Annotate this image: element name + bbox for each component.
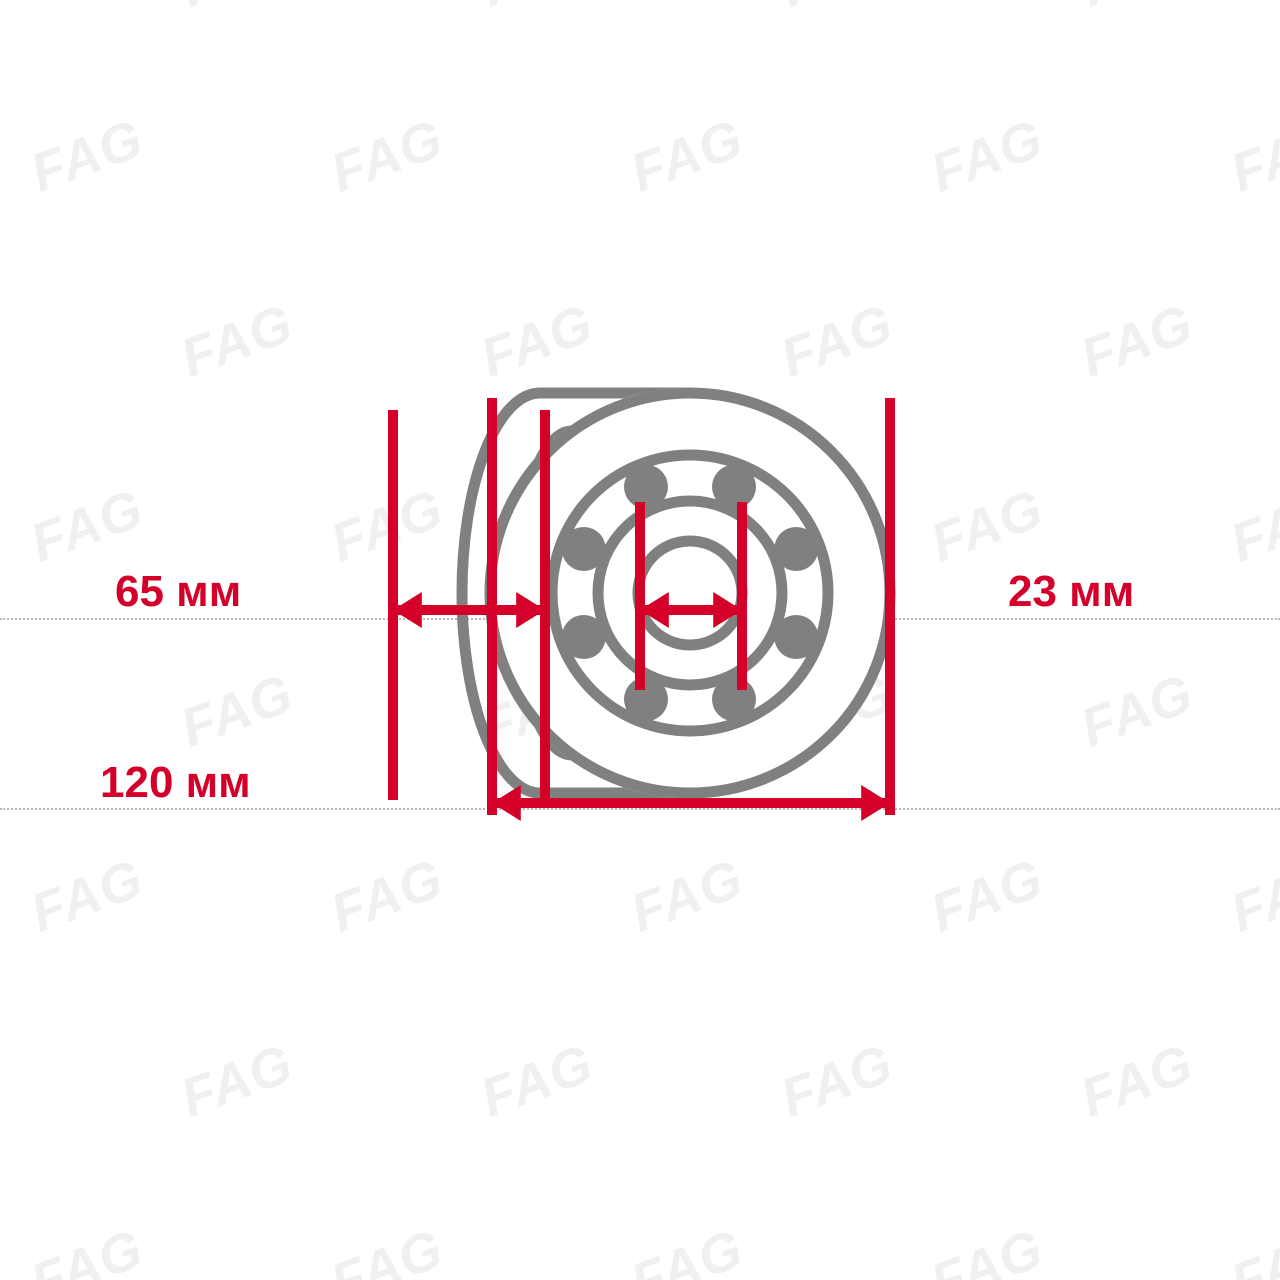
diagram	[0, 0, 1280, 1280]
bearing-diagram-svg	[0, 0, 1280, 1280]
